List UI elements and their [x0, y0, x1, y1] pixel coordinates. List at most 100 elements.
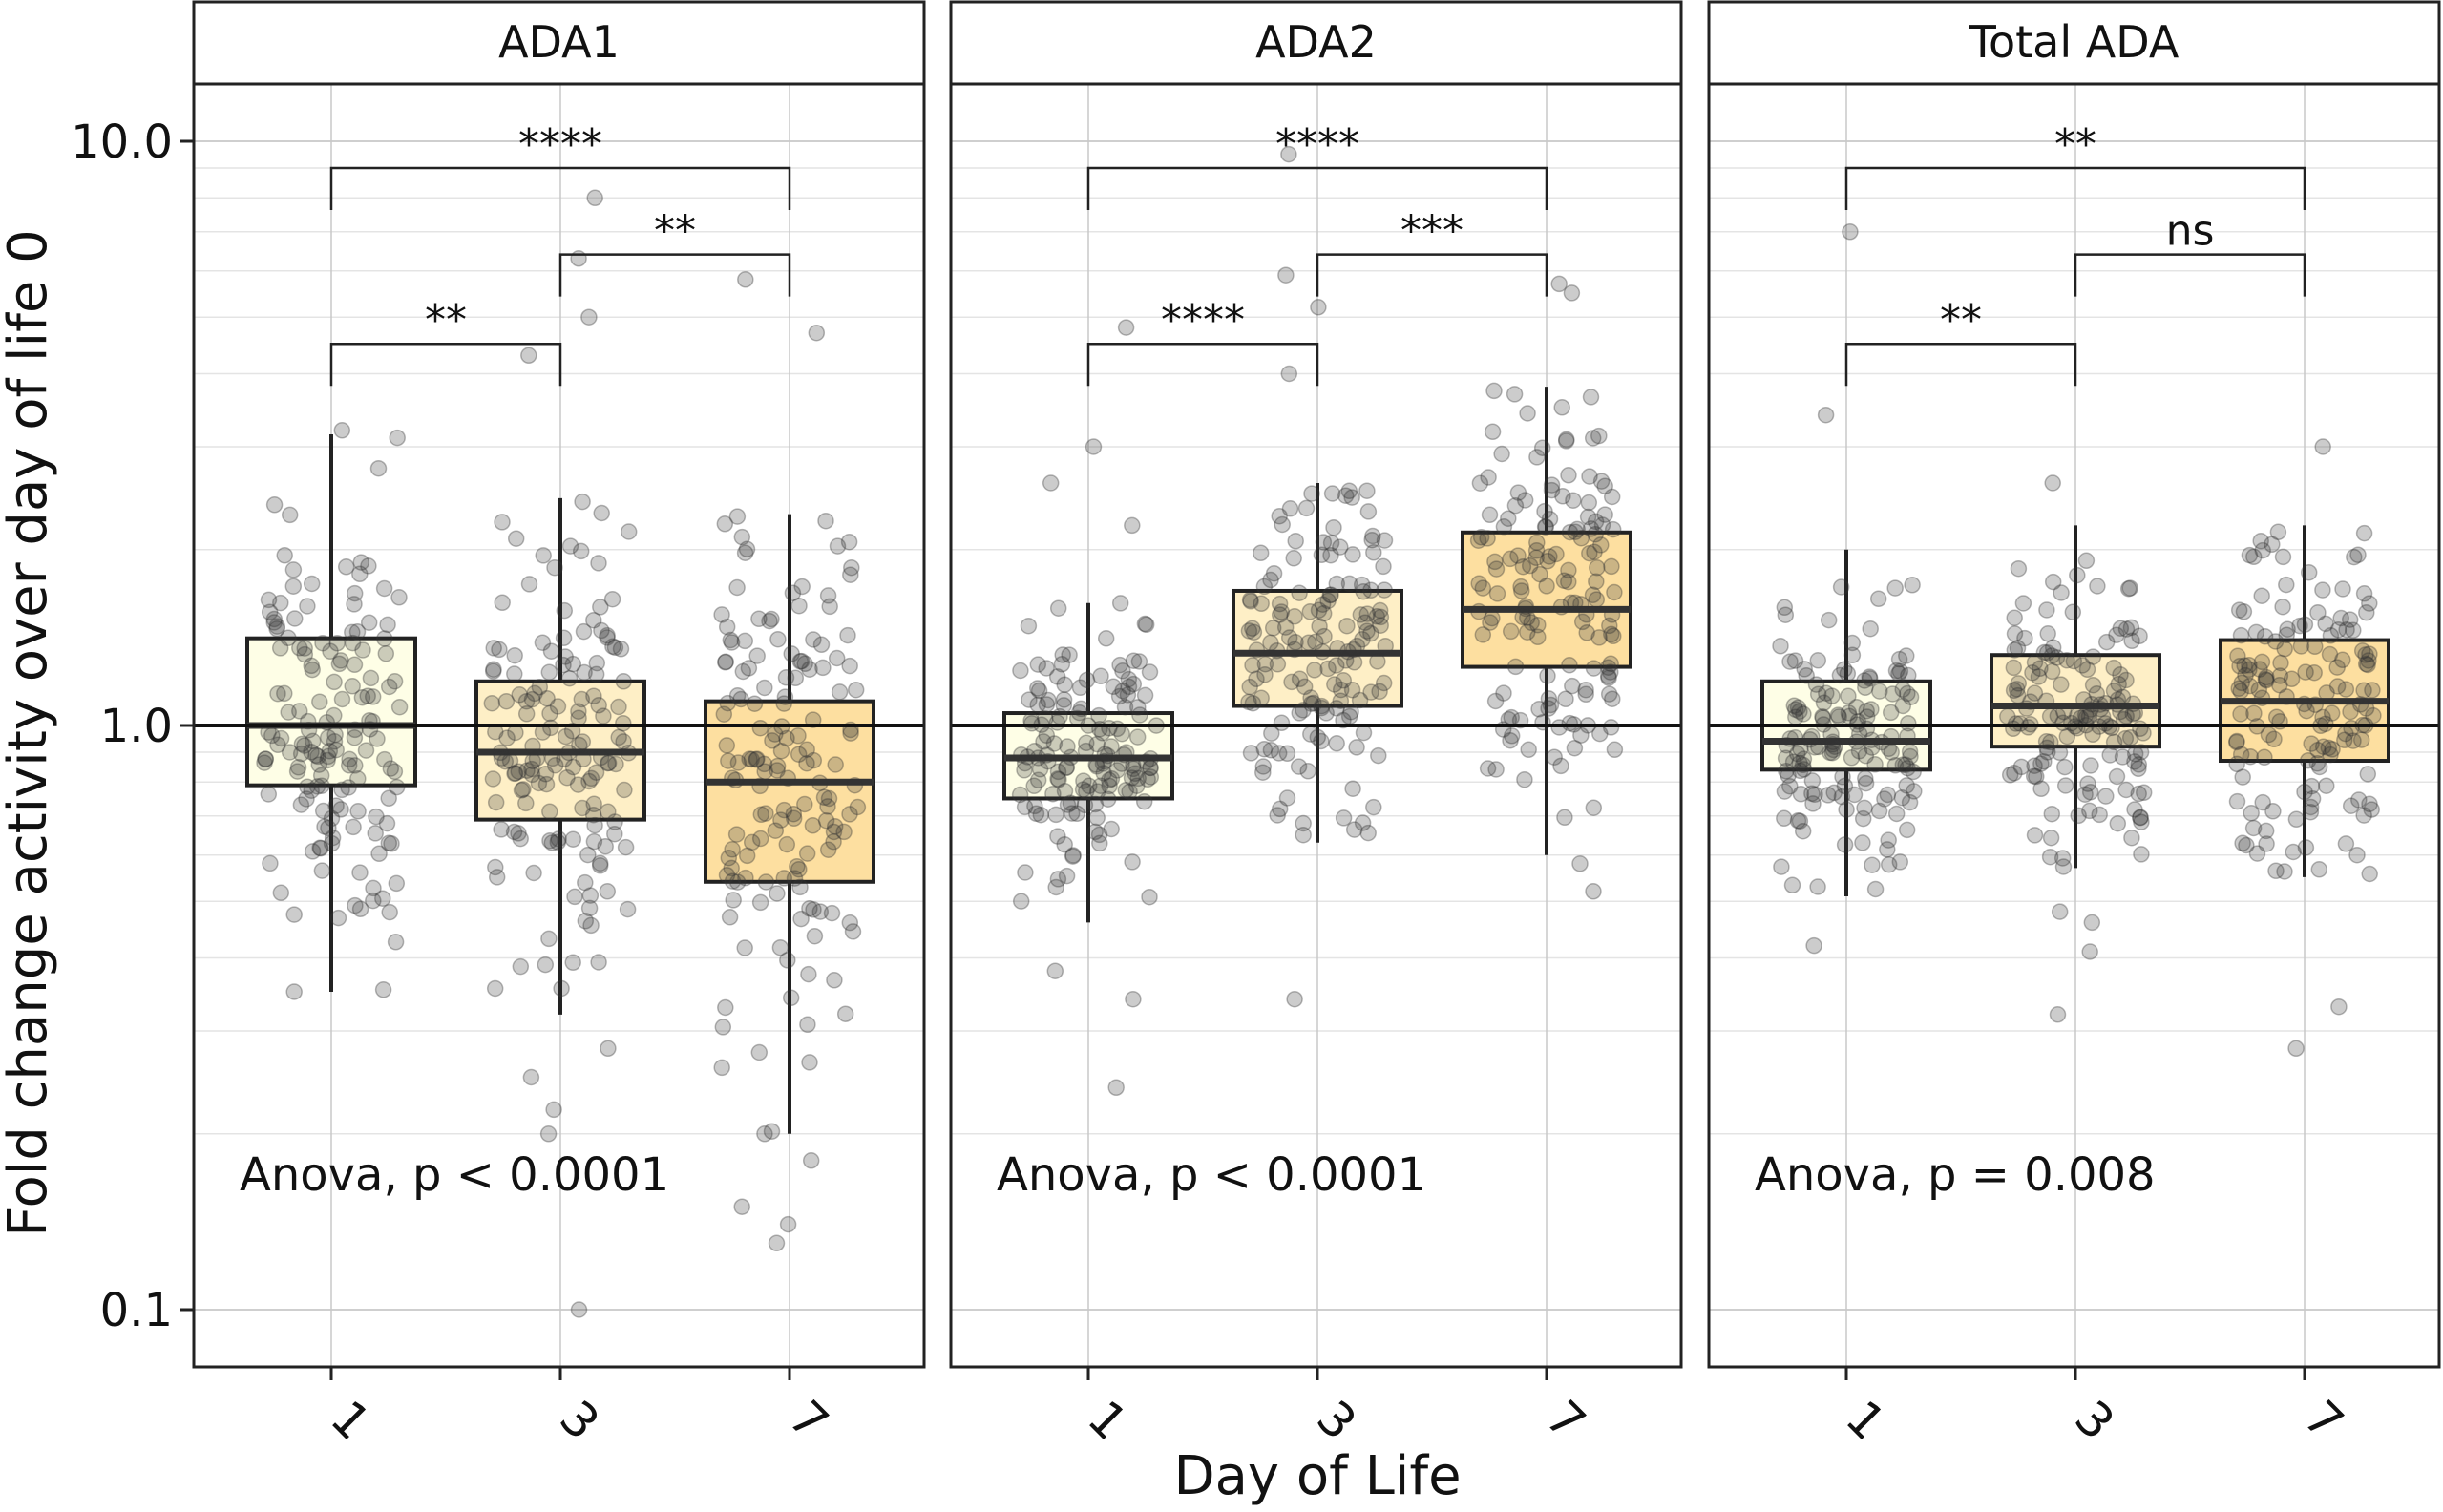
data-point [291, 703, 308, 720]
data-point [2328, 659, 2346, 676]
significance-bracket: ** [329, 296, 562, 387]
data-point [2117, 781, 2135, 799]
outlier-point [768, 1234, 786, 1252]
data-point [1863, 731, 1881, 748]
data-point [1540, 700, 1557, 717]
data-point [1064, 848, 1082, 865]
data-point [1558, 430, 1575, 449]
data-point [1843, 634, 1862, 652]
data-point [1857, 679, 1874, 697]
data-point [2364, 682, 2381, 699]
data-point [582, 916, 600, 934]
data-point [713, 606, 730, 623]
data-point [2088, 685, 2106, 703]
data-point [1845, 786, 1864, 804]
panel-title: ADA2 [1255, 16, 1377, 68]
data-point [1792, 786, 1810, 803]
data-point [1578, 606, 1595, 623]
data-point [1255, 578, 1274, 596]
data-point [1561, 657, 1578, 674]
outlier-point [2051, 903, 2069, 920]
data-point [757, 873, 775, 891]
data-point [382, 760, 400, 777]
data-point [1487, 761, 1505, 778]
data-point [375, 579, 393, 598]
data-point [801, 1054, 818, 1071]
data-point [786, 870, 804, 887]
data-point [817, 512, 834, 530]
data-point [1586, 543, 1603, 560]
data-point [535, 547, 552, 564]
data-point [591, 857, 609, 874]
data-point [1252, 544, 1270, 562]
data-point [1847, 698, 1865, 716]
data-point [1839, 664, 1857, 682]
data-point [1512, 578, 1529, 596]
data-point [746, 695, 764, 712]
data-point [2049, 707, 2067, 724]
data-point [1795, 750, 1813, 767]
data-point [520, 576, 538, 593]
data-point [620, 523, 638, 540]
data-point [2252, 532, 2269, 550]
data-point [2357, 700, 2375, 717]
data-point [1506, 658, 1525, 676]
data-point [1295, 814, 1312, 832]
data-point [269, 684, 286, 703]
data-point [1045, 735, 1064, 752]
data-point [1329, 640, 1346, 657]
data-point [2276, 640, 2293, 658]
data-point [1092, 667, 1109, 685]
data-point [1020, 617, 1038, 635]
data-point [787, 669, 805, 687]
data-point [2084, 676, 2102, 694]
data-point [2056, 758, 2074, 776]
data-point [1521, 556, 1539, 575]
significance-bracket: ** [1844, 296, 2077, 387]
data-point [1049, 828, 1066, 845]
data-point [296, 645, 314, 663]
data-point [349, 803, 367, 820]
data-point [2349, 546, 2367, 564]
y-tick-label: 1.0 [100, 700, 173, 753]
data-point [1503, 727, 1521, 745]
data-point [345, 818, 362, 836]
data-point [281, 744, 299, 761]
data-point [2306, 663, 2323, 682]
data-point [1603, 606, 1621, 623]
data-point [2336, 731, 2353, 749]
data-point [2296, 783, 2313, 801]
data-point [792, 910, 810, 928]
data-point [1539, 553, 1556, 570]
data-point [2291, 617, 2308, 635]
data-point [1299, 763, 1316, 780]
data-point [1113, 755, 1130, 772]
data-point [2258, 668, 2275, 686]
data-point [1337, 652, 1355, 669]
data-point [1038, 746, 1056, 764]
data-point [2254, 541, 2271, 559]
bracket-line [1844, 342, 2077, 387]
data-point [1781, 730, 1799, 747]
data-point [332, 801, 349, 818]
data-point [1345, 821, 1363, 838]
data-point [1121, 783, 1138, 801]
data-point [2124, 705, 2141, 723]
data-point [1840, 687, 1857, 704]
data-point [494, 594, 511, 612]
data-point [1897, 756, 1914, 774]
data-point [2264, 803, 2282, 820]
data-point [2075, 691, 2093, 708]
data-point [1026, 797, 1043, 815]
outlier-point [1280, 145, 1297, 163]
data-point [740, 660, 758, 677]
data-point [1604, 520, 1622, 538]
data-point [1472, 529, 1490, 546]
data-point [1606, 583, 1623, 601]
data-point [387, 934, 405, 951]
data-point [285, 906, 303, 923]
data-point [1343, 682, 1361, 699]
data-point [1593, 516, 1611, 534]
data-point [2355, 682, 2372, 700]
data-point [1502, 622, 1520, 640]
